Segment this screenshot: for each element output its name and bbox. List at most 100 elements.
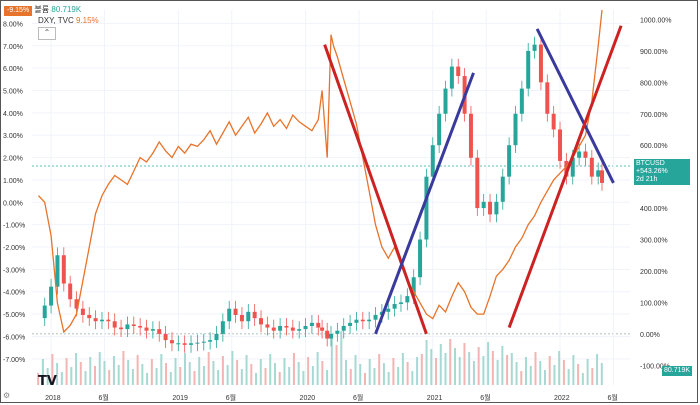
volume-bar	[202, 366, 205, 385]
right-tick-label: 800.00%	[640, 80, 668, 87]
btc-candle	[233, 308, 238, 315]
volume-series-label: 볼륨	[34, 5, 50, 14]
volume-bar	[482, 356, 485, 385]
legend-volume[interactable]: -9.15% 볼륨 80.719K	[4, 4, 81, 16]
volume-bar	[212, 361, 215, 385]
left-tick-label: -3.00%	[3, 267, 25, 274]
btc-candle	[208, 340, 213, 342]
volume-bar	[56, 363, 59, 385]
volume-bar	[183, 353, 186, 385]
volume-bar	[373, 368, 376, 385]
change-badge: -9.15%	[4, 6, 33, 16]
btc-candle	[386, 308, 391, 312]
btc-candle	[456, 66, 461, 77]
time-tick-label: 2020	[300, 395, 316, 402]
btc-candle	[87, 314, 92, 319]
dxy-line	[37, 9, 603, 334]
left-tick-label: 0.00%	[3, 200, 23, 207]
btc-candle	[538, 44, 543, 83]
red-trend-line	[323, 44, 428, 335]
btc-candle	[583, 151, 588, 158]
btc-candle	[392, 303, 397, 309]
btc-countdown: 2d 21h	[636, 176, 658, 183]
btc-candle	[411, 277, 416, 297]
volume-bar	[278, 372, 281, 385]
volume-bar	[150, 359, 153, 385]
volume-bar	[326, 370, 329, 385]
btc-candle	[227, 308, 232, 322]
volume-bar	[75, 353, 78, 385]
btc-candle	[526, 50, 531, 89]
legend-dxy[interactable]: DXY, TVC 9.15%	[38, 16, 99, 25]
volume-bar	[562, 360, 565, 385]
volume-bar	[567, 369, 570, 385]
volume-bar	[146, 373, 149, 385]
right-tick-label: 200.00%	[640, 269, 668, 276]
volume-bar	[292, 353, 295, 385]
btc-candle	[354, 319, 359, 323]
volume-bar	[264, 368, 267, 385]
volume-bar	[600, 363, 603, 385]
volume-bar	[169, 372, 172, 385]
volume-bar	[297, 362, 300, 385]
btc-candle	[513, 113, 518, 146]
btc-candle	[49, 286, 54, 306]
btc-symbol: BTCUSD	[636, 160, 665, 167]
volume-bar	[193, 371, 196, 385]
btc-candle	[303, 325, 308, 330]
volume-bar	[122, 351, 125, 385]
volume-bar	[510, 353, 513, 385]
right-tick-label: 100.00%	[640, 300, 668, 307]
btc-candle	[341, 325, 346, 331]
btc-candle	[329, 333, 333, 339]
volume-bar	[141, 364, 144, 385]
btc-candle	[214, 333, 219, 341]
btc-candle	[430, 145, 435, 177]
btc-candle	[570, 157, 575, 177]
left-tick-label: -4.00%	[3, 290, 25, 297]
btc-candle	[125, 324, 130, 330]
btc-candle	[106, 319, 111, 322]
red-trend-line	[507, 25, 623, 329]
left-tick-label: -6.00%	[3, 334, 25, 341]
volume-bar	[65, 358, 68, 385]
volume-bar	[46, 368, 49, 385]
btc-candle	[367, 319, 372, 322]
volume-bar	[411, 371, 414, 385]
left-tick-label: 3.00%	[3, 133, 23, 140]
volume-bar	[302, 371, 305, 385]
time-tick-label: 6월	[226, 393, 236, 402]
volume-bar	[581, 373, 584, 385]
time-tick-label: 2021	[427, 395, 443, 402]
volume-bar	[506, 355, 509, 385]
btc-candle	[437, 113, 442, 146]
volume-bar	[307, 357, 310, 385]
btc-candle	[297, 329, 302, 331]
volume-bar	[259, 359, 262, 385]
volume-bar	[117, 365, 120, 385]
btc-candle	[278, 325, 283, 331]
volume-bar	[477, 347, 480, 385]
volume-bar	[596, 354, 599, 385]
btc-candle	[144, 327, 149, 331]
btc-candle	[42, 305, 47, 319]
volume-bar	[94, 366, 97, 385]
gear-icon[interactable]: ⚙	[3, 391, 11, 400]
chevron-up-icon[interactable]: ⌃	[38, 27, 56, 40]
volume-bar	[250, 364, 253, 385]
volume-bar	[534, 352, 537, 385]
volume-histogram	[37, 331, 603, 385]
left-tick-label: 2.00%	[3, 156, 23, 163]
right-tick-label: 700.00%	[640, 112, 668, 119]
btc-candle	[239, 314, 244, 322]
volume-bar	[283, 358, 286, 385]
btc-candle	[246, 311, 251, 322]
right-tick-label: 0.00%	[640, 332, 660, 339]
btc-candle	[189, 343, 194, 345]
volume-bar	[231, 351, 234, 385]
volume-bar	[41, 359, 44, 385]
btc-candle	[195, 342, 200, 344]
btc-candle	[558, 129, 563, 161]
volume-bar	[89, 357, 92, 385]
